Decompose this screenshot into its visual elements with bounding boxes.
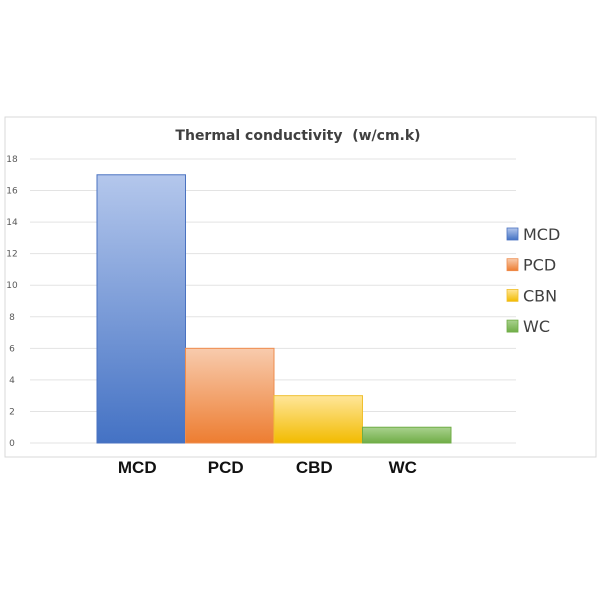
legend-swatch bbox=[506, 258, 519, 272]
y-tick-label: 18 bbox=[6, 155, 18, 165]
legend-swatch bbox=[506, 227, 519, 241]
legend-swatch bbox=[506, 288, 519, 302]
x-category-label: WC bbox=[389, 458, 417, 477]
legend-label: WC bbox=[523, 317, 550, 336]
y-tick-label: 8 bbox=[9, 313, 15, 323]
bars bbox=[96, 174, 452, 444]
y-tick-label: 16 bbox=[6, 187, 18, 197]
legend-label: MCD bbox=[523, 225, 560, 244]
x-category-label: CBD bbox=[296, 458, 333, 477]
y-tick-label: 14 bbox=[6, 218, 18, 228]
bar-cbd bbox=[273, 395, 363, 444]
legend-label: CBN bbox=[523, 286, 557, 305]
x-axis-labels: MCD PCD CBD WC bbox=[118, 458, 417, 477]
legend-label: PCD bbox=[523, 256, 556, 275]
y-tick-label: 0 bbox=[9, 439, 15, 449]
y-axis-ticks: 0 2 4 6 8 10 12 14 16 18 bbox=[6, 155, 18, 449]
legend: MCD PCD CBN WC bbox=[506, 225, 560, 336]
y-tick-label: 4 bbox=[9, 376, 15, 386]
bar-pcd bbox=[185, 347, 275, 444]
chart-title: Thermal conductivity (w/cm.k) bbox=[175, 128, 420, 144]
x-category-label: MCD bbox=[118, 458, 157, 477]
y-tick-label: 12 bbox=[6, 250, 17, 260]
y-tick-label: 2 bbox=[9, 407, 15, 417]
bar-wc bbox=[362, 426, 452, 444]
y-tick-label: 6 bbox=[9, 344, 15, 354]
bar-mcd bbox=[96, 174, 186, 444]
x-category-label: PCD bbox=[208, 458, 244, 477]
legend-swatch bbox=[506, 319, 519, 333]
y-tick-label: 10 bbox=[6, 281, 18, 291]
